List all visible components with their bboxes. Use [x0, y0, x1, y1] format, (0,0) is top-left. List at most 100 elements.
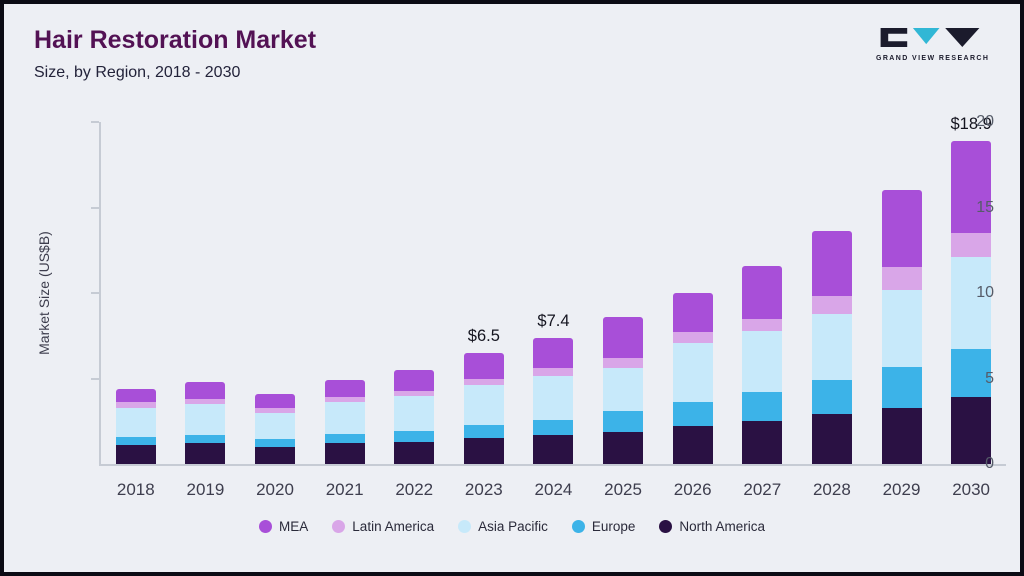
x-tick-label-2030: 2030: [952, 480, 991, 499]
x-tick-label-2019: 2019: [186, 480, 225, 499]
bar-column-2028: 2028: [797, 122, 867, 499]
bar-segment-asia-pacific-2023: [463, 385, 504, 425]
y-tick-label-15: 15: [976, 198, 994, 216]
bar-segment-mea-2018: [115, 388, 156, 403]
bar-segment-north-america-2030: [951, 397, 992, 464]
y-axis-title: Market Size (US$B): [36, 231, 52, 355]
page-subtitle: Size, by Region, 2018 - 2030: [34, 64, 241, 81]
bar-segment-europe-2028: [811, 380, 852, 415]
bar-column-2026: 2026: [658, 122, 728, 499]
bar-segment-asia-pacific-2026: [672, 342, 713, 403]
bar-stack-2022: [394, 369, 435, 464]
legend-label-north-america: North America: [679, 519, 765, 534]
bar-segment-latin-america-2019: [185, 399, 226, 405]
bar-column-2024: $7.4 2024: [519, 122, 589, 499]
legend-label-latin-america: Latin America: [352, 519, 435, 534]
bar-segment-mea-2020: [255, 393, 296, 408]
bar-columns: 2018 2019 2020 2021 2022 $6.5 2023 $7.4 2024 2025…: [101, 115, 1006, 499]
bar-stack-2024: [533, 337, 574, 464]
bar-segment-latin-america-2030: [951, 233, 992, 258]
bar-segment-mea-2030: [951, 140, 992, 234]
legend-label-mea: MEA: [279, 519, 309, 534]
page-title: Hair Restoration Market: [34, 26, 317, 54]
bar-stack-2025: [603, 316, 644, 464]
bar-segment-mea-2023: [463, 352, 504, 379]
bar-segment-north-america-2026: [672, 426, 713, 464]
x-tick-label-2021: 2021: [325, 480, 364, 499]
bar-column-2018: 2018: [101, 122, 171, 499]
bar-segment-latin-america-2028: [811, 296, 852, 314]
bar-column-2019: 2019: [171, 122, 241, 499]
legend-dot-europe: [571, 520, 585, 533]
bar-segment-europe-2027: [742, 392, 783, 422]
x-tick-label-2028: 2028: [812, 480, 851, 499]
legend-label-asia-pacific: Asia Pacific: [478, 519, 548, 534]
y-tick-label-10: 10: [976, 284, 994, 301]
x-tick-label-2018: 2018: [116, 480, 155, 499]
gvr-logo: GRAND VIEW RESEARCH: [876, 28, 990, 62]
bar-segment-asia-pacific-2024: [533, 375, 574, 420]
legend-dot-mea: [259, 520, 273, 533]
bar-segment-europe-2030: [951, 349, 992, 398]
bar-column-2020: 2020: [240, 122, 310, 499]
bar-segment-mea-2029: [881, 190, 922, 268]
bar-segment-latin-america-2023: [463, 378, 504, 386]
bar-segment-asia-pacific-2018: [115, 407, 156, 437]
y-tick-mark: [91, 377, 99, 380]
chart-legend: MEA Latin America Asia Pacific Europe North …: [4, 519, 1020, 534]
bar-segment-asia-pacific-2021: [324, 402, 365, 435]
bar-segment-mea-2019: [185, 381, 226, 400]
bar-segment-mea-2026: [672, 293, 713, 333]
bar-column-2022: 2022: [379, 122, 449, 499]
legend-item-asia-pacific: Asia Pacific: [458, 519, 548, 534]
bar-segment-europe-2021: [324, 434, 365, 444]
bar-segment-europe-2020: [255, 439, 296, 447]
bar-segment-asia-pacific-2029: [881, 289, 922, 367]
legend-dot-latin-america: [332, 520, 346, 533]
bar-column-2027: 2027: [727, 122, 797, 499]
bar-stack-2018: [115, 388, 156, 464]
x-tick-label-2025: 2025: [604, 480, 642, 499]
bar-segment-mea-2028: [811, 231, 852, 297]
y-tick-label-0: 0: [985, 455, 994, 472]
bar-segment-asia-pacific-2027: [742, 330, 783, 393]
bar-segment-mea-2027: [742, 265, 783, 319]
bar-total-label-2030: $18.9: [950, 114, 992, 133]
bar-segment-asia-pacific-2019: [185, 404, 226, 435]
bar-segment-north-america-2028: [811, 414, 852, 464]
bar-segment-europe-2022: [394, 430, 435, 442]
bar-segment-north-america-2019: [185, 443, 226, 464]
bar-total-label-2023: $6.5: [467, 326, 500, 345]
y-tick-label-20: 20: [976, 113, 994, 130]
bar-segment-europe-2018: [115, 436, 156, 446]
bar-segment-asia-pacific-2020: [255, 412, 296, 440]
bar-segment-mea-2022: [394, 369, 435, 391]
x-tick-label-2022: 2022: [395, 480, 434, 499]
bar-stack-2020: [255, 393, 296, 464]
bar-column-2023: $6.5 2023: [449, 122, 519, 499]
bar-stack-2026: [672, 293, 713, 464]
legend-dot-north-america: [659, 520, 673, 533]
bar-segment-north-america-2018: [115, 445, 156, 464]
bar-segment-north-america-2021: [324, 443, 365, 464]
bar-stack-2027: [742, 265, 783, 464]
legend-item-europe: Europe: [571, 519, 635, 534]
bar-total-label-2024: $7.4: [537, 311, 570, 330]
bar-segment-europe-2023: [463, 424, 504, 439]
x-tick-label-2029: 2029: [882, 480, 921, 499]
bar-segment-europe-2026: [672, 402, 713, 427]
bar-column-2025: 2025: [588, 122, 658, 499]
x-tick-label-2023: 2023: [464, 480, 503, 499]
bar-segment-europe-2024: [533, 419, 574, 435]
legend-item-mea: MEA: [259, 519, 308, 534]
bar-stack-2029: [881, 190, 922, 464]
bar-segment-europe-2025: [603, 411, 644, 432]
gvr-logo-text: GRAND VIEW RESEARCH: [876, 55, 990, 62]
bar-segment-latin-america-2021: [324, 397, 365, 403]
bar-segment-north-america-2029: [881, 407, 922, 464]
bar-segment-asia-pacific-2030: [951, 257, 992, 350]
bar-stack-2028: [811, 231, 852, 464]
legend-item-north-america: North America: [659, 519, 765, 534]
gvr-logo-icon: [880, 28, 980, 47]
y-tick-mark: [91, 121, 99, 123]
